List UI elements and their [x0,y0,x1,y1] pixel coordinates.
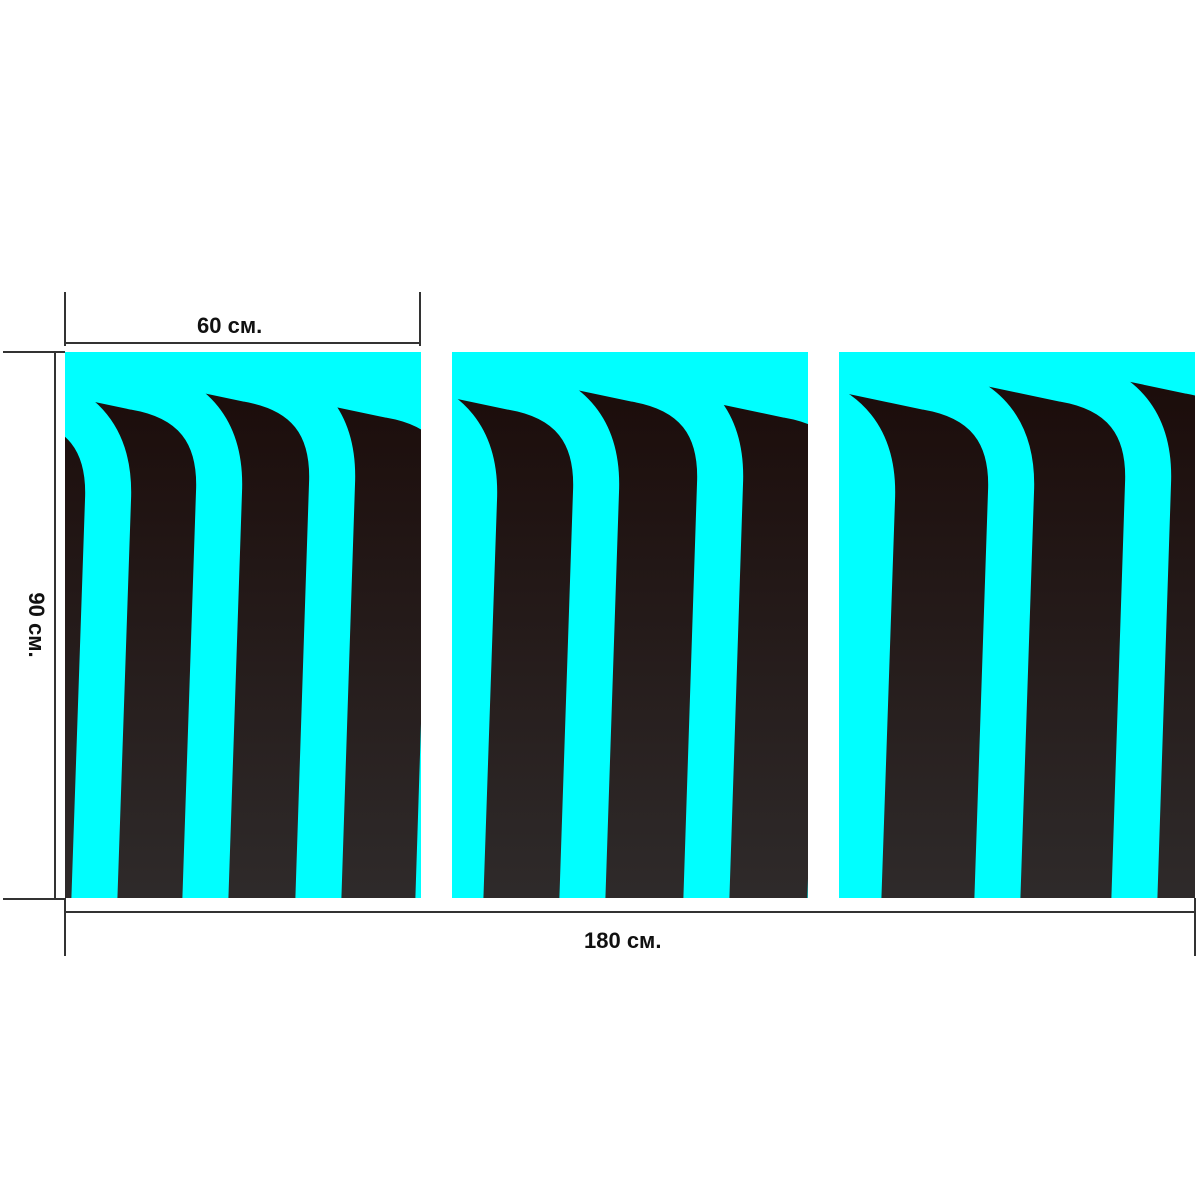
left-dimension-tick-bottom [3,898,65,900]
stripe [65,352,620,898]
height-label: 90 см. [24,592,49,658]
stripe [229,352,1172,898]
panel-width-label: 60 см. [197,313,263,338]
left-dimension-line [54,352,56,900]
top-dimension-tick-left [64,292,66,346]
top-dimension-line [65,342,421,344]
stripe [65,352,243,898]
total-width-label: 180 см. [584,928,662,953]
stripe [65,352,896,898]
stripe [65,352,498,898]
bottom-dimension-line [65,911,1196,913]
bottom-dimension-tick-left [64,898,66,956]
top-dimension-tick-right [419,292,421,346]
stripe [92,352,1035,898]
left-dimension-tick-top [3,351,65,353]
bottom-dimension-tick-right [1194,898,1196,956]
stripe [65,352,132,898]
